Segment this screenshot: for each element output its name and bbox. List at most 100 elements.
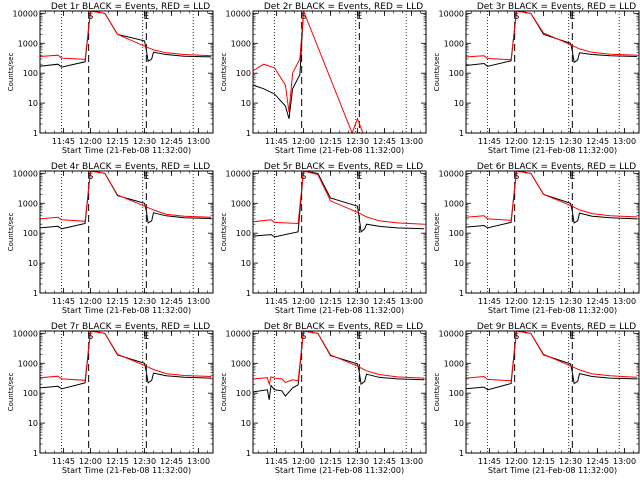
marker-s: S <box>88 172 94 182</box>
y-tick-label: 1 <box>246 129 251 138</box>
x-tick-label: 12:15 <box>106 137 129 146</box>
y-axis-label: Counts/sec <box>7 53 15 92</box>
y-tick-label: 1000 <box>231 359 251 368</box>
y-tick-label: 10000 <box>439 169 464 178</box>
events-series-line <box>40 331 212 390</box>
x-tick-label: 12:45 <box>373 137 396 146</box>
events-series-line <box>253 11 304 119</box>
x-tick-label: 12:15 <box>319 137 342 146</box>
y-tick-label: 1 <box>459 449 464 458</box>
lld-series-line <box>466 11 638 61</box>
plot-frame <box>39 10 214 134</box>
x-tick-label: 11:45 <box>478 457 501 466</box>
y-tick-label: 10 <box>241 99 251 108</box>
x-tick-label: 12:45 <box>373 457 396 466</box>
y-tick-label: 100 <box>449 389 464 398</box>
marker-e: E <box>356 12 362 22</box>
marker-s: S <box>88 12 94 22</box>
y-tick-label: 1000 <box>231 39 251 48</box>
marker-s: S <box>88 332 94 342</box>
plot-frame <box>39 170 214 294</box>
lld-series-line <box>253 11 364 133</box>
y-tick-label: 1000 <box>444 199 464 208</box>
y-tick-label: 100 <box>23 229 38 238</box>
marker-s: S <box>301 332 307 342</box>
y-tick-label: 100 <box>23 389 38 398</box>
events-series-line <box>466 11 638 67</box>
y-tick-label: 100 <box>449 229 464 238</box>
x-tick-label: 11:45 <box>265 137 288 146</box>
plot-frame <box>252 170 427 294</box>
events-series-line <box>40 11 212 68</box>
y-tick-label: 10 <box>28 259 38 268</box>
plot-frame <box>465 330 640 454</box>
panel-title: Det 2r BLACK = Events, RED = LLD <box>264 2 423 12</box>
panel-title: Det 1r BLACK = Events, RED = LLD <box>51 2 210 12</box>
x-tick-label: 12:15 <box>106 297 129 306</box>
y-tick-label: 10 <box>28 99 38 108</box>
events-series-line <box>40 171 212 230</box>
x-axis-label: Start Time (21-Feb-08 11:32:00) <box>62 466 191 475</box>
x-tick-label: 12:45 <box>586 297 609 306</box>
plot-frame <box>465 10 640 134</box>
x-tick-label: 12:30 <box>133 137 156 146</box>
y-tick-label: 1 <box>33 449 38 458</box>
lld-series-line <box>466 331 638 382</box>
y-tick-label: 10000 <box>439 329 464 338</box>
x-tick-label: 13:00 <box>613 137 636 146</box>
x-tick-label: 12:45 <box>160 457 183 466</box>
y-tick-label: 10 <box>241 259 251 268</box>
events-series-line <box>253 331 425 400</box>
x-tick-label: 12:15 <box>532 297 555 306</box>
panel-6: Det 6r BLACK = Events, RED = LLD 1 10 100 10… <box>433 162 640 315</box>
x-tick-label: 12:45 <box>586 137 609 146</box>
marker-e: E <box>356 332 362 342</box>
panel-title: Det 7r BLACK = Events, RED = LLD <box>51 322 210 332</box>
panel-5: Det 5r BLACK = Events, RED = LLD 1 10 100 10… <box>220 162 427 315</box>
lld-series-line <box>253 171 425 225</box>
x-tick-label: 13:00 <box>613 297 636 306</box>
y-axis-label: Counts/sec <box>220 373 228 412</box>
x-axis-label: Start Time (21-Feb-08 11:32:00) <box>275 306 404 315</box>
panel-title: Det 9r BLACK = Events, RED = LLD <box>477 322 636 332</box>
plot-frame <box>465 170 640 294</box>
marker-e: E <box>143 332 149 342</box>
x-tick-label: 11:45 <box>52 457 75 466</box>
y-tick-label: 100 <box>236 69 251 78</box>
marker-s: S <box>514 12 520 22</box>
y-tick-label: 1 <box>246 289 251 298</box>
panel-1: Det 1r BLACK = Events, RED = LLD 1 10 100 10… <box>7 2 214 155</box>
x-tick-label: 11:45 <box>265 297 288 306</box>
events-series-line <box>466 171 638 229</box>
panel-title: Det 5r BLACK = Events, RED = LLD <box>264 162 423 172</box>
y-tick-label: 1000 <box>444 39 464 48</box>
x-tick-label: 12:00 <box>505 457 528 466</box>
x-tick-label: 12:30 <box>133 297 156 306</box>
x-tick-label: 12:00 <box>292 457 315 466</box>
plot-frame <box>39 330 214 454</box>
x-tick-label: 12:30 <box>559 137 582 146</box>
x-tick-label: 12:45 <box>373 297 396 306</box>
plot-frame <box>252 330 427 454</box>
panel-4: Det 4r BLACK = Events, RED = LLD 1 10 100 10… <box>7 162 214 315</box>
y-tick-label: 10 <box>454 99 464 108</box>
x-tick-label: 12:00 <box>505 297 528 306</box>
y-tick-label: 10000 <box>226 329 251 338</box>
x-tick-label: 12:30 <box>559 457 582 466</box>
x-tick-label: 11:45 <box>478 297 501 306</box>
x-tick-label: 12:00 <box>79 457 102 466</box>
y-tick-label: 100 <box>23 69 38 78</box>
y-tick-label: 1000 <box>444 359 464 368</box>
x-tick-label: 12:15 <box>319 457 342 466</box>
y-tick-label: 1 <box>459 289 464 298</box>
x-tick-label: 13:00 <box>613 457 636 466</box>
panel-title: Det 3r BLACK = Events, RED = LLD <box>477 2 636 12</box>
panel-3: Det 3r BLACK = Events, RED = LLD 1 10 100 10… <box>433 2 640 155</box>
x-tick-label: 12:30 <box>559 297 582 306</box>
panel-7: Det 7r BLACK = Events, RED = LLD 1 10 100 10… <box>7 322 214 475</box>
marker-e: E <box>143 172 149 182</box>
panel-title: Det 4r BLACK = Events, RED = LLD <box>51 162 210 172</box>
x-axis-label: Start Time (21-Feb-08 11:32:00) <box>275 146 404 155</box>
marker-e: E <box>569 332 575 342</box>
